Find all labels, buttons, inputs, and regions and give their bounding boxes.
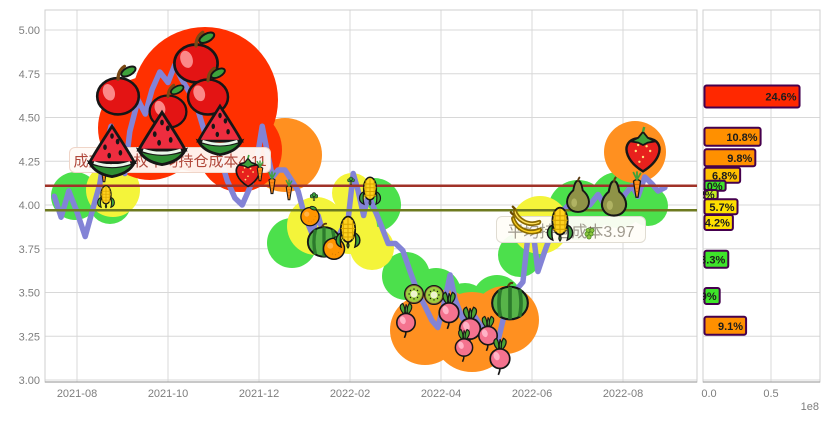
x-tick-label: 2021-10 [148, 388, 188, 400]
heat-blob [350, 226, 394, 270]
axis-labels: 3.00 3.25 3.50 3.75 4.00 4.25 4.50 4.75 5.00 2021… [19, 25, 819, 413]
heat-blob [604, 121, 666, 183]
volume-bar-label: 6.8% [712, 170, 737, 182]
volume-bar [703, 84, 801, 109]
volume-bar-label: 10.8% [726, 132, 757, 144]
y-tick-label: 4.25 [19, 156, 40, 168]
volume-bar-label: 5.7% [709, 202, 734, 214]
y-tick-label: 4.00 [19, 200, 40, 212]
x-tick-label: 2022-06 [512, 388, 552, 400]
y-tick-label: 4.50 [19, 113, 40, 125]
x-tick-label: 2021-12 [239, 388, 279, 400]
y-tick-label: 3.25 [19, 331, 40, 343]
volume-bar-label: 3.3% [700, 254, 725, 266]
avg-cost-label: 平均持仓成本3.97 [507, 223, 635, 241]
y-tick-label: 3.00 [19, 375, 40, 387]
volume-bar [703, 148, 757, 168]
x-tick-label-right: 0.0 [701, 388, 716, 400]
volume-bar-label: 9.1% [718, 321, 743, 333]
x-tick-label-right: 0.5 [763, 388, 778, 400]
volume-bar-label: 4.2% [705, 218, 730, 230]
vwap-cost-label: 成交量加权平均持仓成本4.11 [73, 152, 267, 170]
volume-bar-label: 9.8% [727, 153, 752, 165]
x-tick-label: 2022-04 [421, 388, 461, 400]
volume-bar-label: 24.6% [765, 92, 796, 104]
volume-bar-label: 1.9% [692, 291, 717, 303]
avg-cost-annotation: 平均持仓成本3.97 [496, 216, 646, 243]
volume-bar [703, 287, 721, 305]
axis-scale-label: 1e8 [801, 401, 819, 413]
volume-profile-bars: 24.6%10.8%9.8%6.8%2.0%1.2%5.7%4.2%3.3%1.… [690, 84, 801, 336]
y-tick-label: 5.00 [19, 25, 40, 37]
volume-bar-label: 1.2% [690, 190, 715, 202]
y-tick-label: 4.75 [19, 69, 40, 81]
volume-bar [703, 249, 730, 269]
x-tick-label: 2021-08 [57, 388, 97, 400]
x-tick-label: 2022-08 [603, 388, 643, 400]
y-tick-label: 3.50 [19, 288, 40, 300]
x-tick-label: 2022-02 [330, 388, 370, 400]
volume-bar [703, 126, 762, 147]
volume-bar [703, 315, 748, 336]
volume-bar [703, 214, 734, 231]
y-tick-label: 3.75 [19, 244, 40, 256]
vwap-cost-annotation: 成交量加权平均持仓成本4.11 [69, 147, 271, 173]
